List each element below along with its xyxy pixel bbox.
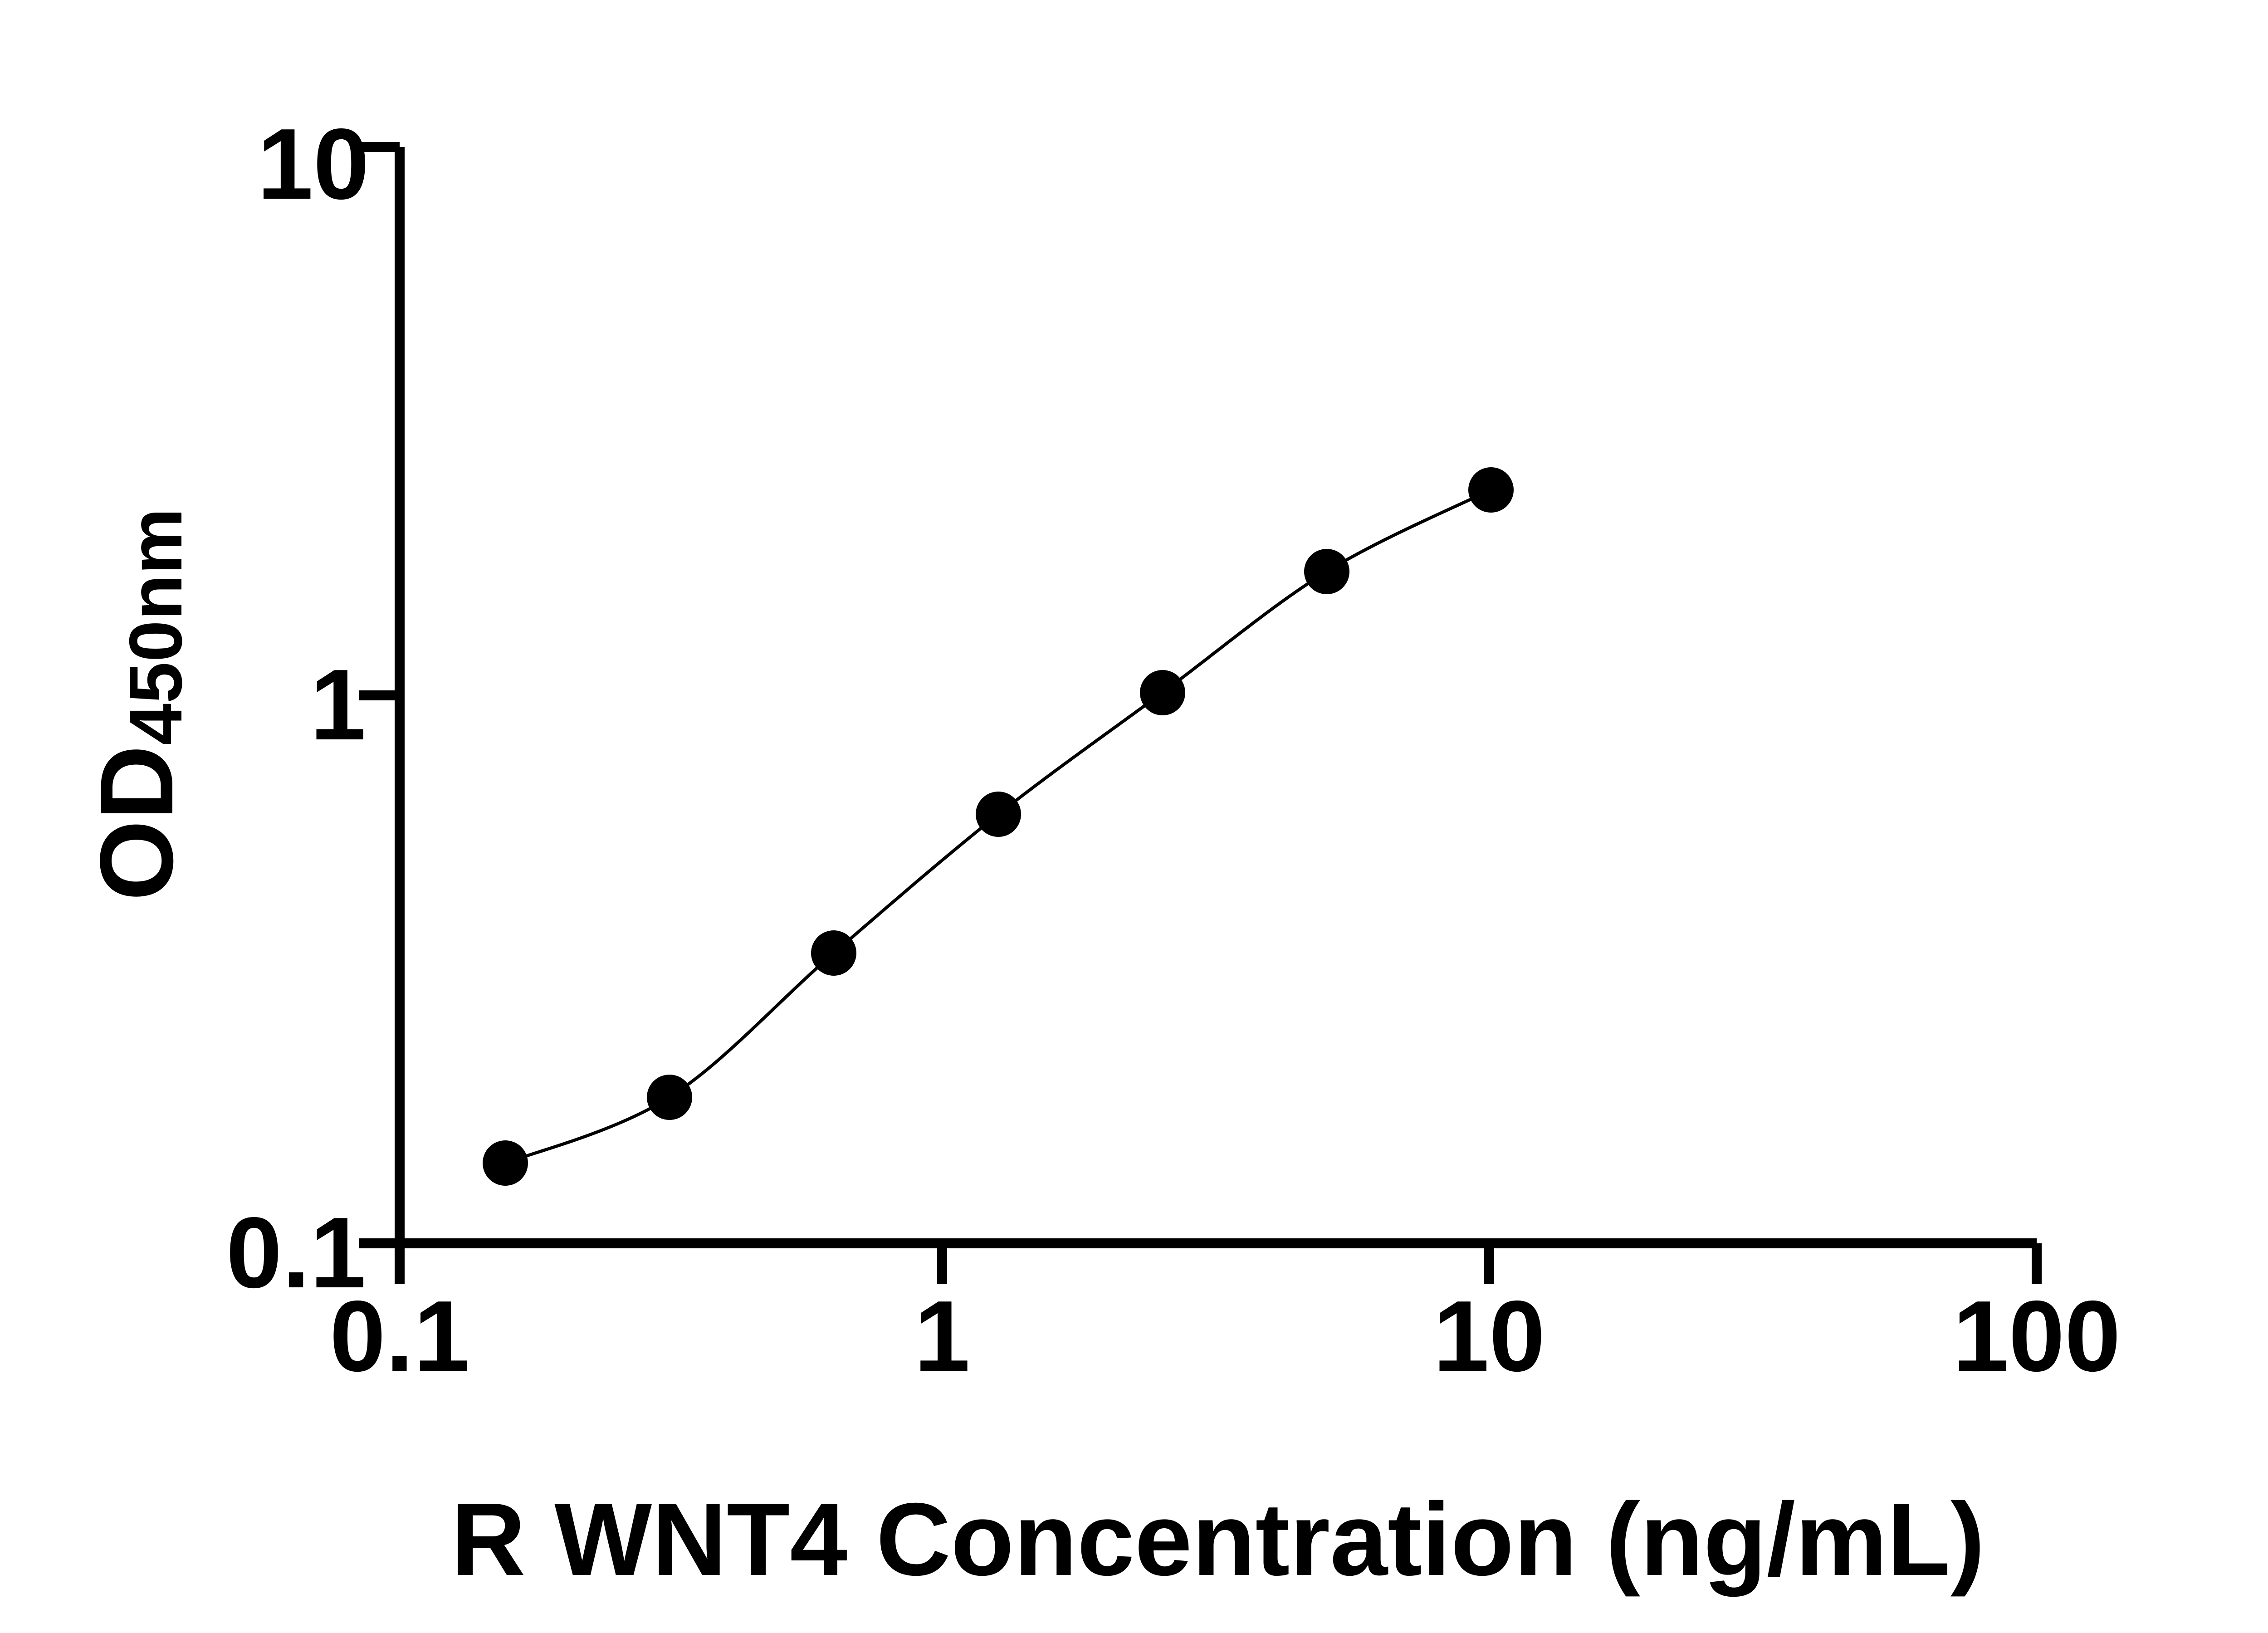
- svg-text:100: 100: [1953, 1280, 2121, 1393]
- svg-text:R WNT4 Concentration (ng/mL): R WNT4 Concentration (ng/mL): [451, 1482, 1985, 1597]
- svg-text:10: 10: [257, 108, 369, 220]
- svg-text:1: 1: [310, 649, 366, 761]
- svg-text:1: 1: [914, 1280, 970, 1393]
- svg-text:OD450nm: OD450nm: [78, 508, 197, 901]
- svg-text:10: 10: [1433, 1280, 1545, 1393]
- svg-text:0.1: 0.1: [330, 1280, 470, 1393]
